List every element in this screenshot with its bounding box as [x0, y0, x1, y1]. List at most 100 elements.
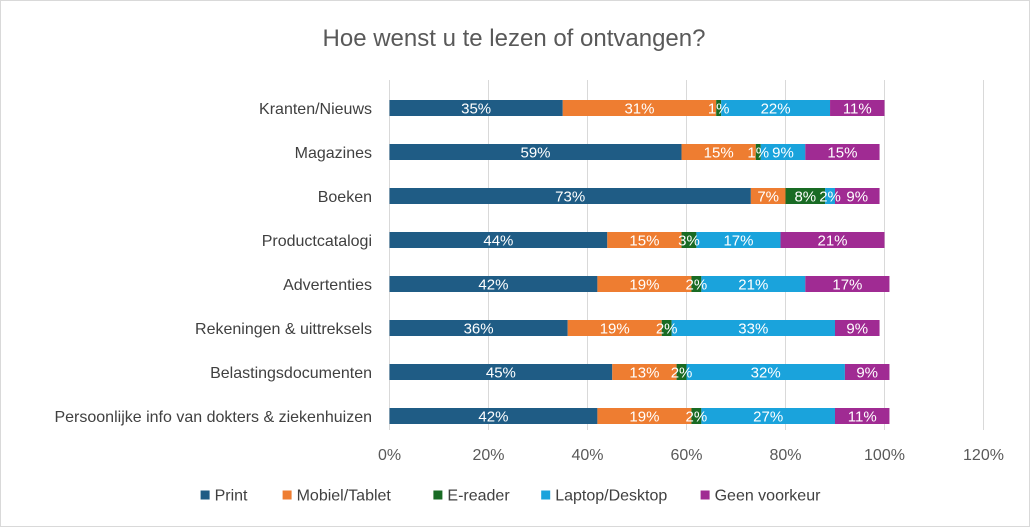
- bar-segment: [681, 232, 697, 248]
- bar-segment: [805, 276, 890, 292]
- category-label: Kranten/Nieuws: [259, 101, 372, 118]
- data-label: 15%: [827, 145, 857, 162]
- legend-label: Laptop/Desktop: [555, 488, 667, 505]
- bar-segment: [597, 408, 692, 424]
- data-label: 9%: [856, 365, 878, 382]
- category-label: Belastingsdocumenten: [210, 365, 372, 382]
- bar-segment: [835, 408, 890, 424]
- bar-segment: [661, 320, 672, 336]
- bar-segment: [830, 100, 885, 116]
- data-label: 45%: [486, 365, 516, 382]
- data-label: 13%: [629, 365, 659, 382]
- chart-title: Hoe wenst u te lezen of ontvangen?: [323, 25, 706, 52]
- category-label: Boeken: [318, 189, 372, 206]
- bar-segment: [686, 364, 845, 380]
- legend-swatch: [433, 490, 443, 500]
- category-label: Persoonlijke info van dokters & ziekenhu…: [54, 409, 372, 426]
- data-label: 11%: [843, 101, 872, 118]
- x-tick-label: 20%: [472, 447, 504, 464]
- bar-segment: [716, 100, 722, 116]
- bars: [389, 100, 890, 424]
- data-label: 1%: [708, 101, 730, 118]
- bar-segment: [389, 276, 598, 292]
- bar-segment: [780, 232, 885, 248]
- bar-segment: [612, 364, 677, 380]
- bar-segment: [691, 408, 702, 424]
- data-label: 2%: [686, 277, 708, 294]
- category-label: Magazines: [295, 145, 372, 162]
- data-label: 33%: [738, 321, 768, 338]
- bar-segment: [844, 364, 890, 380]
- data-label: 1%: [747, 145, 769, 162]
- data-label: 17%: [723, 233, 753, 250]
- data-label: 22%: [761, 101, 791, 118]
- bar-segment: [676, 364, 687, 380]
- data-label: 8%: [794, 189, 816, 206]
- bar-segment: [681, 144, 756, 160]
- data-label: 2%: [686, 409, 708, 426]
- bar-segment: [671, 320, 835, 336]
- data-label: 73%: [555, 189, 585, 206]
- x-tick-label: 60%: [670, 447, 702, 464]
- x-tick-labels: 0% 20% 40% 60% 80% 100% 120%: [378, 447, 1004, 464]
- data-label: 21%: [738, 277, 768, 294]
- data-label: 42%: [478, 409, 508, 426]
- bar-segment: [755, 144, 761, 160]
- data-label: 35%: [461, 101, 491, 118]
- x-tick-label: 80%: [769, 447, 801, 464]
- legend-swatch: [282, 490, 292, 500]
- data-label: 17%: [832, 277, 862, 294]
- legend-label: Print: [215, 488, 248, 505]
- category-label: Rekeningen & uittreksels: [195, 321, 372, 338]
- data-label: 44%: [483, 233, 513, 250]
- category-labels: Kranten/Nieuws Magazines Boeken Productcata…: [54, 101, 372, 426]
- bar-segment: [389, 232, 608, 248]
- bar-segment: [389, 408, 598, 424]
- data-label: 21%: [818, 233, 848, 250]
- legend-swatch: [541, 490, 551, 500]
- x-tick-label: 100%: [864, 447, 905, 464]
- data-label: 9%: [846, 321, 868, 338]
- data-label: 36%: [464, 321, 494, 338]
- bar-segment: [389, 100, 563, 116]
- data-label: 42%: [478, 277, 508, 294]
- bar-segment: [805, 144, 880, 160]
- x-tick-label: 40%: [571, 447, 603, 464]
- bar-segment: [696, 232, 781, 248]
- data-label: 59%: [521, 145, 551, 162]
- bar-segment: [607, 232, 682, 248]
- data-label: 15%: [704, 145, 734, 162]
- data-label: 3%: [678, 233, 700, 250]
- data-label: 19%: [600, 321, 630, 338]
- bar-segment: [750, 188, 786, 204]
- x-tick-label: 0%: [378, 447, 401, 464]
- bar-segment: [389, 364, 613, 380]
- data-label: 9%: [846, 189, 868, 206]
- bar-segment: [785, 188, 826, 204]
- legend-label: E-reader: [447, 488, 510, 505]
- category-label: Productcatalogi: [262, 233, 372, 250]
- bar-segment: [389, 320, 568, 336]
- data-label: 2%: [671, 365, 693, 382]
- data-label: 9%: [772, 145, 794, 162]
- data-label: 11%: [848, 409, 877, 426]
- bar-segment: [701, 408, 835, 424]
- data-label: 7%: [757, 189, 779, 206]
- bar-segment: [835, 320, 880, 336]
- legend-swatch: [700, 490, 710, 500]
- legend: Print Mobiel/Tablet E-reader Laptop/Desktop…: [200, 488, 821, 505]
- x-tick-label: 120%: [963, 447, 1004, 464]
- legend-swatch: [200, 490, 210, 500]
- bar-segment: [835, 188, 880, 204]
- data-labels: 35% 31% 1% 22% 11%59% 15% 1% 9% 15%73% 7% 8% 2% 9%44…: [461, 101, 878, 426]
- data-label: 19%: [629, 277, 659, 294]
- bar-segment: [721, 100, 831, 116]
- data-label: 15%: [629, 233, 659, 250]
- data-label: 2%: [819, 189, 841, 206]
- legend-label: Mobiel/Tablet: [297, 488, 392, 505]
- data-label: 31%: [624, 101, 654, 118]
- data-label: 19%: [629, 409, 659, 426]
- bar-segment: [567, 320, 662, 336]
